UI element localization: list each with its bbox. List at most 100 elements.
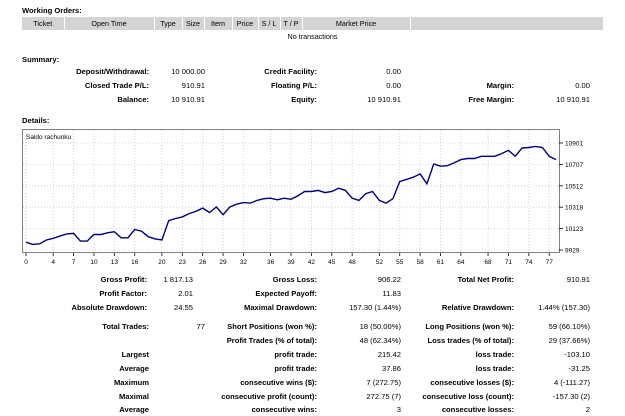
average-label: Average — [119, 364, 149, 373]
maximal-drawdown-value: 157.30 (1.44%) — [349, 303, 401, 312]
total-net-profit-label: Total Net Profit: — [457, 275, 514, 284]
equity-label: Equity: — [291, 95, 317, 104]
average-loss-value: -31.25 — [568, 364, 590, 373]
free-margin-label: Free Margin: — [468, 95, 514, 104]
absolute-drawdown-value: 24.55 — [173, 303, 193, 312]
expected-payoff-value: 11.83 — [382, 289, 401, 298]
total-net-profit-value: 910.91 — [566, 275, 590, 284]
x-tick-label: 64 — [457, 259, 465, 266]
max-cons-wins-label: consecutive wins ($): — [240, 378, 317, 387]
free-margin-value: 10 910.91 — [556, 95, 590, 104]
credit-label: Credit Facility: — [264, 67, 317, 76]
x-tick-label: 55 — [396, 259, 404, 266]
details-title: Details: — [22, 116, 50, 125]
average-profit-value: 37.86 — [381, 364, 401, 373]
absolute-drawdown-label: Absolute Drawdown: — [71, 303, 147, 312]
average-loss-label: loss trade: — [475, 364, 514, 373]
deposit-value: 10 000.00 — [171, 67, 205, 76]
x-tick-label: 10 — [90, 259, 98, 266]
working-orders-table: Ticket Open Time Type Size Item Price S … — [22, 17, 603, 43]
column-header-sl[interactable]: S / L — [258, 17, 281, 30]
relative-drawdown-value: 1.44% (157.30) — [538, 303, 590, 312]
equity-value: 10 910.91 — [367, 95, 401, 104]
column-header-blank — [410, 17, 603, 30]
credit-value: 0.00 — [386, 67, 401, 76]
column-header-ticket[interactable]: Ticket — [22, 17, 65, 30]
column-header-market-price[interactable]: Market Price — [302, 17, 411, 30]
floating-value: 0.00 — [386, 81, 401, 90]
total-trades-label: Total Trades: — [102, 322, 149, 331]
column-header-type[interactable]: Type — [154, 17, 183, 30]
x-tick-label: 74 — [525, 259, 533, 266]
x-tick-label: 52 — [376, 259, 384, 266]
margin-label: Margin: — [486, 81, 514, 90]
x-tick-label: 26 — [199, 259, 207, 266]
largest-profit-label: profit trade: — [274, 350, 317, 359]
floating-label: Floating P/L: — [271, 81, 317, 90]
loss-trades-value: 29 (37.66%) — [548, 336, 590, 345]
x-tick-label: 7 — [72, 259, 76, 266]
x-tick-label: 4 — [51, 259, 55, 266]
column-header-price[interactable]: Price — [232, 17, 259, 30]
x-tick-label: 32 — [240, 259, 248, 266]
profit-factor-value: 2.01 — [178, 289, 193, 298]
y-tick-label: 10123 — [565, 226, 583, 233]
summary-title: Summary: — [22, 55, 60, 64]
profit-trades-label: Profit Trades (% of total): — [226, 336, 317, 345]
gross-loss-label: Gross Loss: — [272, 275, 317, 284]
long-positions-label: Long Positions (won %): — [425, 322, 514, 331]
largest-loss-value: -103.10 — [564, 350, 590, 359]
expected-payoff-label: Expected Payoff: — [255, 289, 317, 298]
average-profit-label: profit trade: — [274, 364, 317, 373]
largest-profit-value: 215.42 — [377, 350, 401, 359]
x-tick-label: 58 — [416, 259, 424, 266]
avg-cons-losses-label: consecutive losses: — [441, 405, 514, 414]
column-header-open-time[interactable]: Open Time — [64, 17, 155, 30]
x-tick-label: 36 — [267, 259, 275, 266]
x-tick-label: 0 — [24, 259, 28, 266]
maximal-cons-profit-value: 272.75 (7) — [366, 392, 401, 401]
maximal-cons-loss-label: consecutive loss (count): — [422, 392, 514, 401]
gross-profit-value: 1 817.13 — [163, 275, 193, 284]
closed-trade-value: 910.91 — [181, 81, 205, 90]
column-header-size[interactable]: Size — [182, 17, 205, 30]
y-tick-label: 9929 — [565, 248, 580, 255]
avg-cons-wins-label: consecutive wins: — [251, 405, 317, 414]
loss-trades-label: Loss trades (% of total): — [427, 336, 515, 345]
table-header-row: Ticket Open Time Type Size Item Price S … — [22, 17, 603, 30]
working-orders-title: Working Orders: — [22, 6, 82, 15]
column-header-tp[interactable]: T / P — [280, 17, 303, 30]
short-positions-label: Short Positions (won %): — [227, 322, 317, 331]
avg-cons-losses-value: 2 — [585, 405, 590, 414]
y-tick-label: 10512 — [565, 183, 583, 190]
x-tick-label: 48 — [349, 259, 357, 266]
column-header-item[interactable]: Item — [204, 17, 233, 30]
x-tick-label: 71 — [505, 259, 513, 266]
no-transactions-text: No transactions — [287, 32, 338, 41]
x-tick-label: 42 — [308, 259, 316, 266]
gross-profit-label: Gross Profit: — [100, 275, 147, 284]
maximal-drawdown-label: Maximal Drawdown: — [244, 303, 317, 312]
x-tick-label: 39 — [287, 259, 295, 266]
y-tick-label: 10707 — [565, 162, 583, 169]
maximal-cons-loss-value: -157.30 (2) — [552, 392, 590, 401]
maximal-label: Maximal — [119, 392, 149, 401]
maximum-label: Maximum — [113, 378, 149, 387]
total-trades-value: 77 — [196, 322, 205, 331]
relative-drawdown-label: Relative Drawdown: — [441, 303, 514, 312]
balance-series-line — [25, 145, 557, 246]
short-positions-value: 18 (50.00%) — [359, 322, 401, 331]
x-tick-label: 29 — [219, 259, 227, 266]
balance-value: 10 910.91 — [171, 95, 205, 104]
long-positions-value: 59 (66.10%) — [548, 322, 590, 331]
x-tick-label: 68 — [484, 259, 492, 266]
x-tick-label: 61 — [437, 259, 445, 266]
balance-chart: Saldo rachunku 10901 10707 10512 10318 10123… — [22, 129, 583, 266]
profit-trades-value: 48 (62.34%) — [359, 336, 401, 345]
deposit-label: Deposit/Withdrawal: — [76, 67, 149, 76]
closed-trade-label: Closed Trade P/L: — [84, 81, 149, 90]
y-tick-label: 10318 — [565, 205, 583, 212]
x-tick-label: 23 — [179, 259, 187, 266]
maximal-cons-profit-label: consecutive profit (count): — [221, 392, 317, 401]
margin-value: 0.00 — [575, 81, 590, 90]
